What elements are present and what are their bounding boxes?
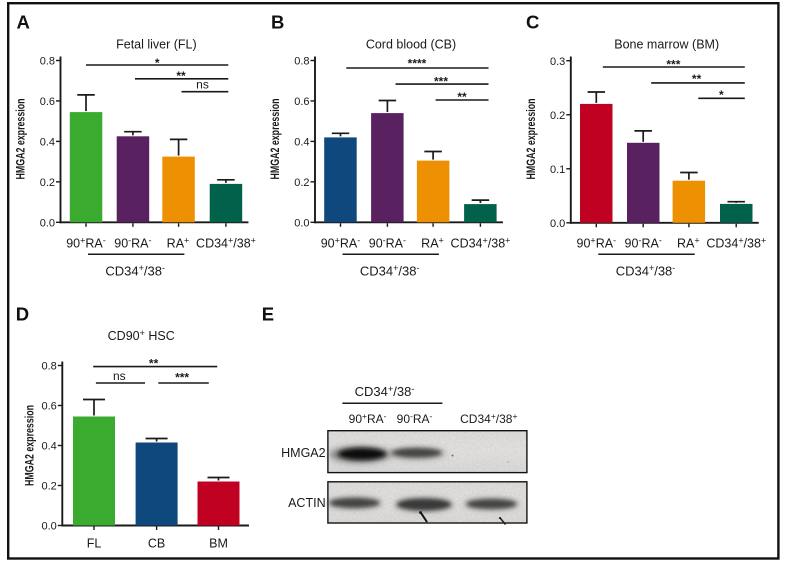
svg-text:ns: ns <box>196 78 209 92</box>
svg-text:***: *** <box>175 371 189 385</box>
svg-text:0.1: 0.1 <box>550 164 565 176</box>
svg-text:90-RA-: 90-RA- <box>397 411 433 426</box>
svg-text:CB: CB <box>148 536 165 550</box>
svg-text:Cord blood (CB): Cord blood (CB) <box>366 38 456 52</box>
svg-text:B: B <box>271 12 284 33</box>
svg-text:0.8: 0.8 <box>294 56 309 68</box>
svg-text:0.2: 0.2 <box>294 177 309 189</box>
svg-text:0.4: 0.4 <box>42 441 57 453</box>
svg-text:CD34+/38-: CD34+/38- <box>355 384 415 399</box>
svg-text:A: A <box>17 12 30 33</box>
svg-text:0.6: 0.6 <box>40 96 55 108</box>
svg-text:CD34+/38+: CD34+/38+ <box>460 411 517 426</box>
svg-text:90-RA-: 90-RA- <box>114 236 151 251</box>
svg-text:***: *** <box>666 57 680 71</box>
svg-text:RA+: RA+ <box>421 236 444 251</box>
svg-text:CD34+/38+: CD34+/38+ <box>706 236 766 251</box>
svg-text:ACTIN: ACTIN <box>288 496 326 510</box>
svg-text:90+RA-: 90+RA- <box>66 236 106 251</box>
svg-text:90+RA-: 90+RA- <box>321 236 361 251</box>
svg-text:0.0: 0.0 <box>40 218 55 230</box>
svg-text:0.2: 0.2 <box>42 481 57 493</box>
svg-text:0.4: 0.4 <box>40 137 55 149</box>
svg-text:CD34+/38-: CD34+/38- <box>105 263 165 278</box>
svg-text:0.8: 0.8 <box>40 56 55 68</box>
svg-text:**: ** <box>149 357 159 371</box>
svg-text:CD34+/38+: CD34+/38+ <box>196 236 256 251</box>
svg-text:0.6: 0.6 <box>294 96 309 108</box>
svg-text:HMGA2 expression: HMGA2 expression <box>526 99 538 180</box>
svg-text:CD34+/38-: CD34+/38- <box>616 263 676 278</box>
svg-text:90+RA-: 90+RA- <box>349 411 387 426</box>
svg-text:FL: FL <box>87 536 102 550</box>
svg-text:90-RA-: 90-RA- <box>369 236 406 251</box>
svg-text:HMGA2 expression: HMGA2 expression <box>16 99 28 180</box>
svg-text:HMGA2: HMGA2 <box>281 446 326 460</box>
svg-text:CD34+/38-: CD34+/38- <box>360 263 420 278</box>
svg-text:RA+: RA+ <box>167 236 190 251</box>
svg-text:0.2: 0.2 <box>40 177 55 189</box>
svg-text:0.6: 0.6 <box>42 401 57 413</box>
svg-text:HMGA2 expression: HMGA2 expression <box>25 405 37 486</box>
svg-text:E: E <box>262 304 274 325</box>
svg-text:****: **** <box>408 57 427 71</box>
svg-text:CD90+ HSC: CD90+ HSC <box>108 328 175 343</box>
svg-text:0.3: 0.3 <box>550 56 565 68</box>
svg-text:***: *** <box>434 75 448 89</box>
svg-text:**: ** <box>176 69 186 83</box>
svg-text:C: C <box>526 12 539 33</box>
svg-text:90+RA-: 90+RA- <box>577 236 617 251</box>
svg-text:90-RA-: 90-RA- <box>625 236 662 251</box>
svg-text:0.8: 0.8 <box>42 361 57 373</box>
svg-text:0.0: 0.0 <box>550 218 565 230</box>
svg-text:D: D <box>16 304 29 325</box>
svg-text:CD34+/38+: CD34+/38+ <box>451 236 511 251</box>
svg-text:0.2: 0.2 <box>550 110 565 122</box>
svg-text:0.0: 0.0 <box>294 218 309 230</box>
svg-text:HMGA2 expression: HMGA2 expression <box>270 99 282 180</box>
svg-text:ns: ns <box>113 369 126 383</box>
svg-text:RA+: RA+ <box>677 236 700 251</box>
svg-text:**: ** <box>692 72 702 86</box>
svg-text:BM: BM <box>209 536 228 550</box>
svg-text:0.4: 0.4 <box>294 137 309 149</box>
svg-text:Fetal liver (FL): Fetal liver (FL) <box>116 38 197 52</box>
svg-text:*: * <box>719 88 724 102</box>
svg-text:*: * <box>155 56 160 70</box>
svg-text:**: ** <box>457 90 467 104</box>
svg-text:0.0: 0.0 <box>42 521 57 533</box>
svg-text:Bone marrow (BM): Bone marrow (BM) <box>614 38 719 52</box>
